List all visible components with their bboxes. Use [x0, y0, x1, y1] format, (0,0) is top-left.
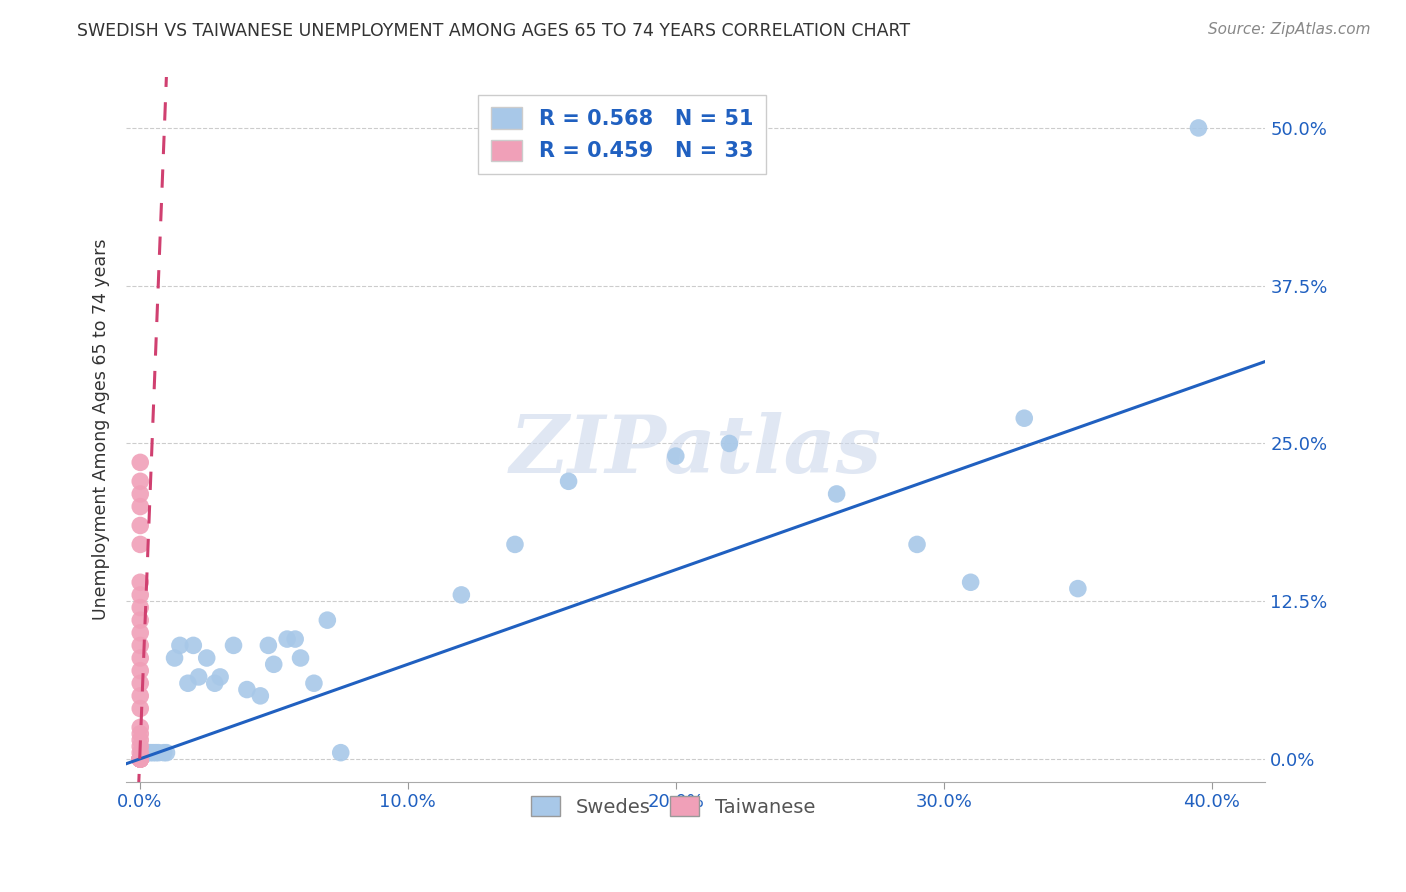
Point	[1187, 120, 1209, 135]
Point	[1012, 411, 1035, 425]
Point	[153, 746, 176, 760]
Point	[142, 746, 165, 760]
Point	[129, 752, 152, 766]
Point	[665, 449, 688, 463]
Point	[129, 588, 152, 602]
Point	[209, 670, 232, 684]
Legend: Swedes, Taiwanese: Swedes, Taiwanese	[523, 789, 823, 825]
Point	[136, 746, 159, 760]
Point	[145, 746, 167, 760]
Point	[959, 575, 981, 590]
Point	[181, 639, 204, 653]
Point	[129, 752, 152, 766]
Text: ZIPatlas: ZIPatlas	[510, 412, 882, 490]
Text: SWEDISH VS TAIWANESE UNEMPLOYMENT AMONG AGES 65 TO 74 YEARS CORRELATION CHART: SWEDISH VS TAIWANESE UNEMPLOYMENT AMONG …	[77, 22, 911, 40]
Point	[1067, 582, 1090, 596]
Point	[129, 752, 152, 766]
Point	[129, 676, 152, 690]
Point	[129, 727, 152, 741]
Point	[329, 746, 352, 760]
Point	[134, 746, 156, 760]
Point	[129, 746, 152, 760]
Point	[129, 664, 152, 678]
Point	[131, 746, 153, 760]
Point	[131, 746, 153, 760]
Point	[134, 746, 156, 760]
Point	[290, 651, 312, 665]
Point	[129, 518, 152, 533]
Point	[129, 537, 152, 551]
Point	[129, 455, 152, 469]
Point	[129, 720, 152, 734]
Point	[148, 746, 170, 760]
Point	[129, 752, 152, 766]
Point	[450, 588, 472, 602]
Point	[263, 657, 285, 672]
Point	[204, 676, 226, 690]
Point	[169, 639, 191, 653]
Point	[129, 752, 152, 766]
Point	[131, 746, 153, 760]
Point	[131, 746, 153, 760]
Point	[825, 487, 848, 501]
Text: Source: ZipAtlas.com: Source: ZipAtlas.com	[1208, 22, 1371, 37]
Point	[131, 746, 153, 760]
Point	[249, 689, 271, 703]
Point	[284, 632, 307, 646]
Point	[195, 651, 218, 665]
Point	[222, 639, 245, 653]
Point	[129, 701, 152, 715]
Point	[129, 575, 152, 590]
Point	[129, 475, 152, 489]
Point	[276, 632, 298, 646]
Point	[302, 676, 325, 690]
Point	[129, 613, 152, 627]
Point	[557, 475, 579, 489]
Point	[718, 436, 741, 450]
Point	[129, 487, 152, 501]
Point	[905, 537, 928, 551]
Point	[177, 676, 200, 690]
Point	[129, 500, 152, 514]
Point	[155, 746, 177, 760]
Point	[131, 746, 153, 760]
Point	[163, 651, 186, 665]
Point	[129, 752, 152, 766]
Point	[236, 682, 259, 697]
Point	[131, 746, 153, 760]
Point	[129, 651, 152, 665]
Y-axis label: Unemployment Among Ages 65 to 74 years: Unemployment Among Ages 65 to 74 years	[93, 239, 110, 620]
Point	[503, 537, 526, 551]
Point	[129, 625, 152, 640]
Point	[139, 746, 162, 760]
Point	[187, 670, 209, 684]
Point	[316, 613, 339, 627]
Point	[129, 752, 152, 766]
Point	[129, 639, 152, 653]
Point	[131, 746, 153, 760]
Point	[257, 639, 280, 653]
Point	[136, 746, 159, 760]
Point	[129, 600, 152, 615]
Point	[131, 746, 153, 760]
Point	[129, 752, 152, 766]
Point	[129, 739, 152, 754]
Point	[129, 752, 152, 766]
Point	[129, 689, 152, 703]
Point	[129, 752, 152, 766]
Point	[131, 746, 153, 760]
Point	[134, 746, 156, 760]
Point	[129, 733, 152, 747]
Point	[129, 752, 152, 766]
